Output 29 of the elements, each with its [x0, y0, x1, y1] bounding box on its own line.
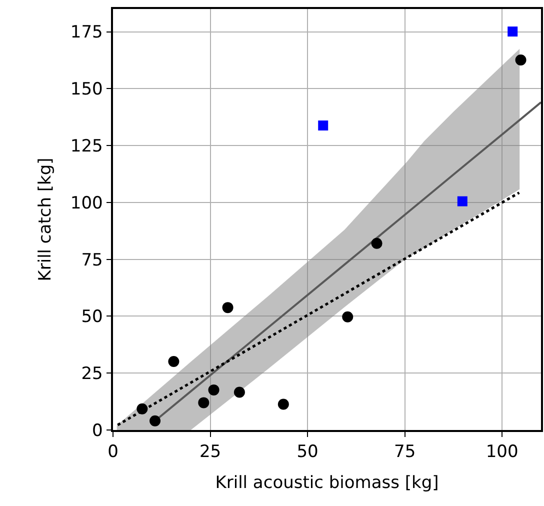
y-tick-label: 150 — [70, 80, 103, 100]
point — [457, 196, 468, 206]
y-tick-label: 50 — [81, 307, 103, 328]
point — [136, 403, 148, 414]
point — [208, 384, 220, 396]
point — [234, 386, 245, 398]
x-tick-label: 25 — [199, 442, 222, 462]
point — [342, 311, 354, 322]
y-tick-label: 175 — [70, 22, 103, 43]
x-tick-label: 50 — [296, 442, 318, 462]
point — [168, 356, 180, 367]
point — [222, 302, 234, 314]
point — [198, 397, 210, 408]
x-tick-label: 75 — [394, 442, 416, 462]
point — [318, 120, 328, 131]
x-tick-label: 100 — [486, 442, 518, 462]
y-tick-label: 75 — [81, 250, 103, 270]
point — [150, 415, 161, 426]
y-tick-label: 125 — [70, 136, 103, 156]
y-axis-title: Krill catch [kg] — [35, 158, 56, 282]
x-axis-title: Krill acoustic biomass [kg] — [215, 473, 439, 494]
point — [508, 26, 518, 37]
x-tick-label: 0 — [108, 442, 118, 462]
y-tick-label: 0 — [92, 420, 103, 441]
y-tick-label: 100 — [70, 193, 103, 214]
y-tick-label: 25 — [81, 364, 103, 384]
point — [278, 398, 289, 410]
point — [371, 238, 382, 249]
point — [515, 54, 526, 66]
